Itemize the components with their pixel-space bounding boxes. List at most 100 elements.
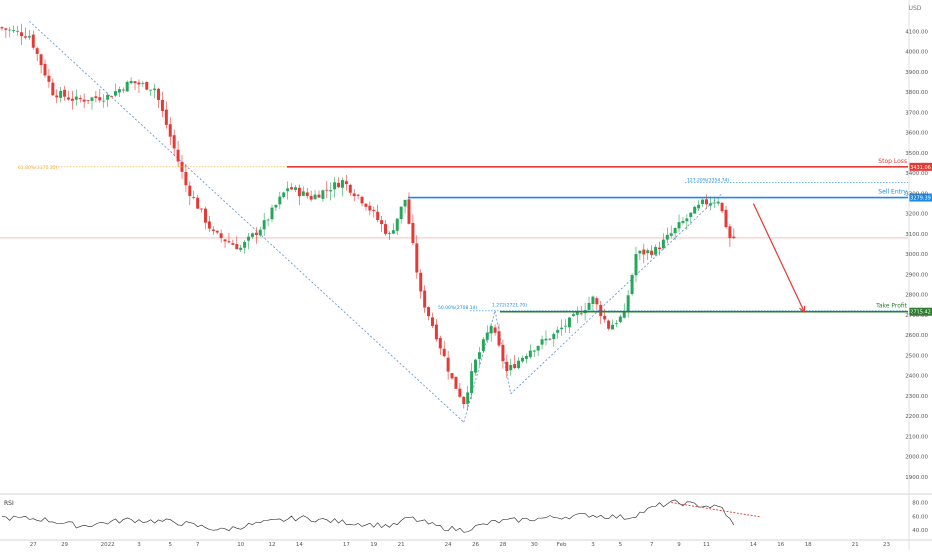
candle-body[interactable]	[309, 195, 313, 200]
candle-body[interactable]	[720, 202, 724, 212]
candle-body[interactable]	[43, 63, 47, 76]
candle-body[interactable]	[145, 82, 149, 90]
rsi-pane[interactable]	[1, 499, 762, 533]
candle-body[interactable]	[94, 96, 98, 99]
candle-body[interactable]	[239, 247, 243, 250]
candle-body[interactable]	[517, 360, 521, 369]
candle-body[interactable]	[98, 97, 102, 101]
candle-body[interactable]	[505, 361, 509, 372]
candle-body[interactable]	[462, 396, 466, 405]
candle-body[interactable]	[571, 314, 575, 317]
candle-body[interactable]	[716, 201, 720, 204]
candle-body[interactable]	[509, 364, 513, 371]
candle-body[interactable]	[86, 100, 90, 102]
candle-body[interactable]	[321, 190, 325, 199]
candle-body[interactable]	[595, 298, 599, 305]
candle-body[interactable]	[129, 80, 133, 84]
candle-body[interactable]	[301, 191, 305, 196]
candle-body[interactable]	[485, 332, 489, 340]
candle-body[interactable]	[728, 226, 732, 239]
candle-body[interactable]	[599, 304, 603, 317]
candle-body[interactable]	[724, 209, 728, 228]
price-pane[interactable]: 61.80%(3370.35) 127.20%(3354.74) 50.00%(27…	[0, 20, 932, 423]
candle-body[interactable]	[348, 184, 352, 193]
candle-body[interactable]	[278, 196, 282, 205]
candle-body[interactable]	[556, 329, 560, 333]
candle-body[interactable]	[575, 312, 579, 315]
candle-body[interactable]	[646, 250, 650, 254]
candle-body[interactable]	[51, 82, 55, 96]
candle-body[interactable]	[701, 199, 705, 204]
candle-body[interactable]	[258, 229, 262, 236]
candle-body[interactable]	[497, 331, 501, 346]
candle-body[interactable]	[192, 197, 196, 198]
candle-body[interactable]	[12, 30, 16, 31]
candle-body[interactable]	[31, 34, 35, 48]
candle-body[interactable]	[384, 224, 387, 234]
candle-body[interactable]	[638, 250, 642, 254]
candle-body[interactable]	[250, 233, 254, 237]
candle-body[interactable]	[215, 230, 219, 233]
candle-body[interactable]	[207, 221, 211, 229]
candle-body[interactable]	[294, 187, 297, 190]
candle-body[interactable]	[4, 28, 8, 30]
candle-body[interactable]	[340, 180, 344, 188]
candle-body[interactable]	[200, 208, 204, 210]
candle-body[interactable]	[591, 296, 595, 304]
candle-body[interactable]	[634, 254, 638, 276]
candle-body[interactable]	[153, 88, 157, 91]
candle-body[interactable]	[0, 27, 4, 29]
candle-body[interactable]	[677, 222, 681, 229]
candle-body[interactable]	[133, 81, 137, 84]
candle-body[interactable]	[399, 206, 403, 220]
rsi-divergence-line[interactable]	[671, 502, 762, 518]
candle-body[interactable]	[141, 83, 145, 85]
candle-body[interactable]	[157, 88, 160, 100]
candle-body[interactable]	[560, 327, 564, 330]
candle-body[interactable]	[168, 124, 172, 137]
candle-body[interactable]	[78, 98, 82, 100]
candle-body[interactable]	[524, 355, 528, 359]
candle-body[interactable]	[337, 182, 341, 188]
candle-body[interactable]	[673, 228, 677, 234]
candle-body[interactable]	[650, 250, 654, 255]
candle-body[interactable]	[391, 230, 395, 234]
candle-body[interactable]	[211, 229, 215, 232]
candle-body[interactable]	[603, 316, 607, 320]
candle-body[interactable]	[23, 36, 27, 38]
candle-body[interactable]	[380, 220, 384, 225]
candle-body[interactable]	[438, 337, 442, 349]
candle-body[interactable]	[458, 388, 462, 397]
candle-body[interactable]	[712, 202, 716, 204]
candle-body[interactable]	[665, 234, 669, 240]
candle-body[interactable]	[470, 371, 474, 394]
candle-body[interactable]	[47, 75, 51, 82]
candle-body[interactable]	[587, 302, 591, 310]
candle-body[interactable]	[372, 209, 376, 211]
candle-body[interactable]	[446, 357, 450, 372]
candle-body[interactable]	[430, 317, 434, 326]
candle-body[interactable]	[423, 290, 427, 308]
candle-body[interactable]	[282, 192, 286, 198]
candle-body[interactable]	[329, 190, 333, 192]
candle-body[interactable]	[614, 323, 618, 325]
candle-body[interactable]	[74, 96, 78, 100]
trendline[interactable]	[29, 20, 465, 423]
candle-body[interactable]	[661, 239, 665, 249]
candle-body[interactable]	[113, 91, 117, 96]
candle-body[interactable]	[55, 95, 59, 98]
candle-body[interactable]	[474, 359, 478, 373]
candle-body[interactable]	[203, 208, 207, 223]
candle-body[interactable]	[235, 244, 239, 250]
candle-body[interactable]	[125, 81, 129, 92]
candle-body[interactable]	[356, 194, 360, 196]
candle-body[interactable]	[368, 205, 372, 211]
candle-body[interactable]	[403, 199, 407, 207]
candle-body[interactable]	[395, 218, 399, 231]
candle-body[interactable]	[352, 193, 356, 197]
candle-body[interactable]	[477, 352, 481, 359]
candle-body[interactable]	[544, 338, 548, 341]
candle-body[interactable]	[493, 327, 497, 333]
